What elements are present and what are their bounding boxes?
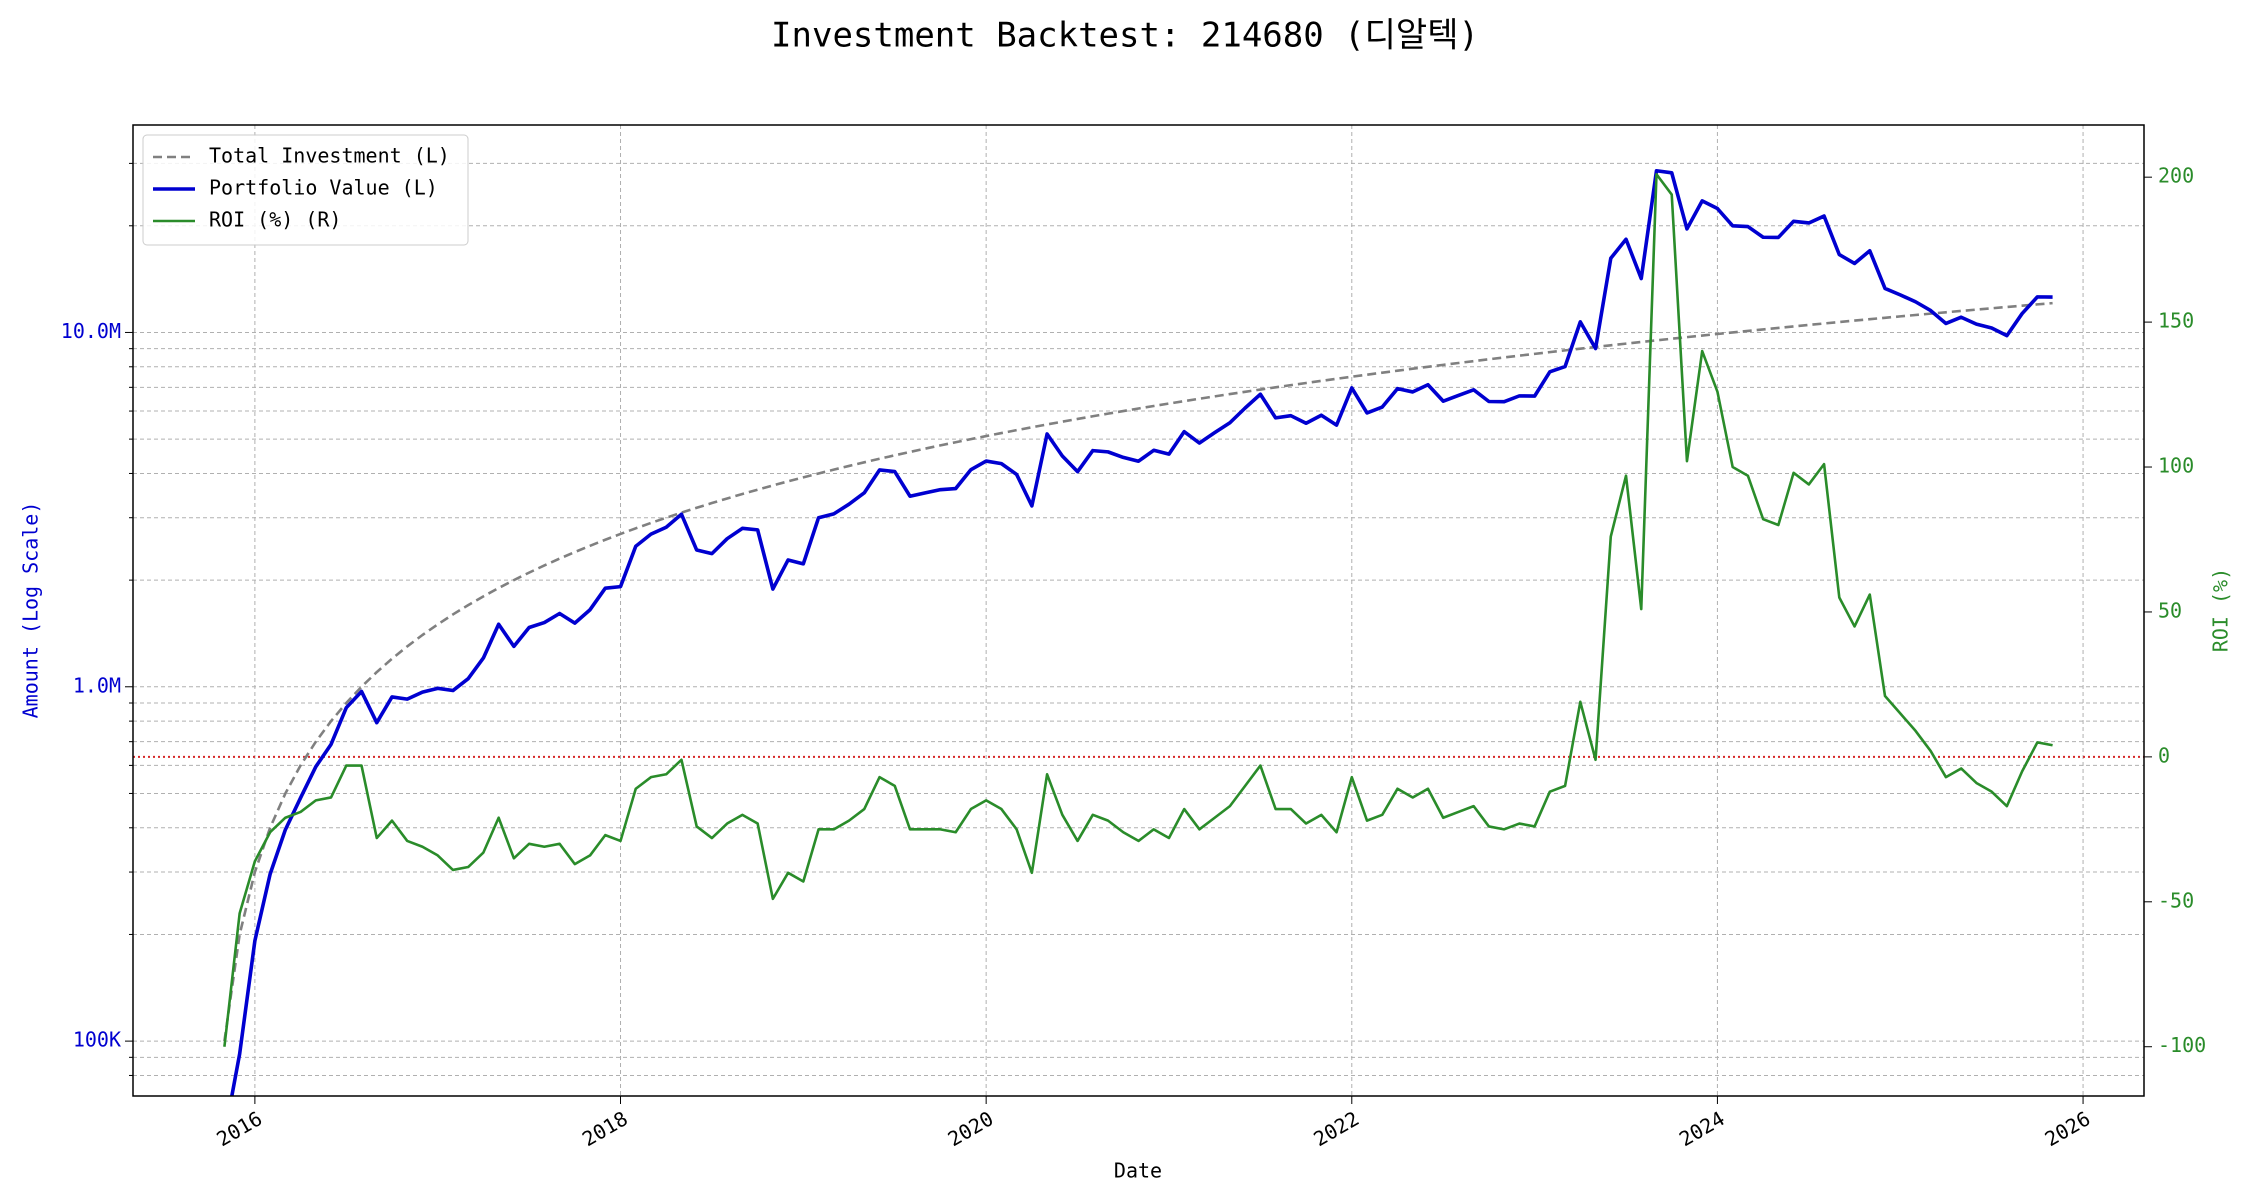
series-line — [223, 301, 2053, 1042]
y2-tick-label: -50 — [2158, 888, 2194, 912]
legend-label: ROI (%) (R) — [209, 208, 341, 232]
x-tick-label: 2024 — [1675, 1106, 1729, 1151]
y2-axis-label: ROI (%) — [2209, 568, 2233, 652]
x-tick-label: 2020 — [944, 1106, 998, 1151]
y2-tick-label: 200 — [2158, 164, 2194, 188]
series-line — [223, 172, 2053, 1047]
y2-tick-label: 150 — [2158, 309, 2194, 333]
y2-tick-label: 50 — [2158, 598, 2182, 622]
x-axis-label: Date — [1114, 1159, 1162, 1183]
x-tick-label: 2018 — [578, 1106, 632, 1151]
y-tick-label: 100K — [73, 1028, 121, 1052]
y2-tick-label: 0 — [2158, 743, 2170, 767]
chart-title: Investment Backtest: 214680 (디알텍) — [771, 16, 1479, 56]
series-line — [230, 168, 2053, 1096]
x-tick-label: 2026 — [2041, 1106, 2095, 1151]
y-axis-label: Amount (Log Scale) — [19, 502, 43, 719]
y-tick-label: 10.0M — [61, 319, 121, 343]
plot-frame — [132, 124, 2145, 1097]
x-tick-label: 2016 — [212, 1106, 266, 1151]
y-tick-label: 1.0M — [73, 673, 121, 697]
x-tick-label: 2022 — [1309, 1106, 1363, 1151]
plot-lines — [223, 168, 2053, 1096]
legend-box — [142, 134, 469, 246]
legend-label: Portfolio Value (L) — [209, 176, 438, 200]
y2-tick-label: -100 — [2158, 1033, 2206, 1057]
legend-label: Total Investment (L) — [209, 144, 450, 168]
y2-tick-label: 100 — [2158, 454, 2194, 478]
